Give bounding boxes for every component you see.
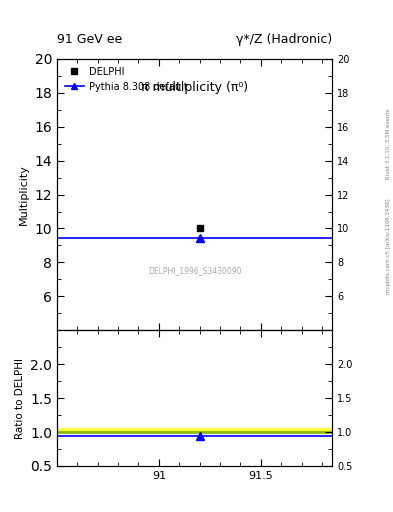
Text: mcplots.cern.ch [arXiv:1306.3436]: mcplots.cern.ch [arXiv:1306.3436] — [386, 198, 391, 293]
Text: Rivet 3.1.10, 3.5M events: Rivet 3.1.10, 3.5M events — [386, 108, 391, 179]
Y-axis label: Ratio to DELPHI: Ratio to DELPHI — [15, 357, 25, 439]
Text: γ*/Z (Hadronic): γ*/Z (Hadronic) — [236, 33, 332, 46]
Legend: DELPHI, Pythia 8.308 default: DELPHI, Pythia 8.308 default — [62, 63, 191, 94]
Text: 91 GeV ee: 91 GeV ee — [57, 33, 122, 46]
Y-axis label: Multiplicity: Multiplicity — [19, 164, 29, 225]
Text: π multiplicity (π⁰): π multiplicity (π⁰) — [141, 80, 248, 94]
Text: DELPHI_1996_S3430090: DELPHI_1996_S3430090 — [148, 266, 241, 275]
